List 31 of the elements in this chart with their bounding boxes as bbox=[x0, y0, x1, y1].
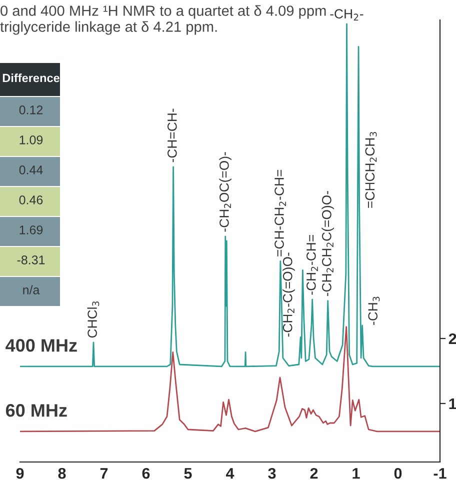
x-tick-label: 4 bbox=[226, 468, 234, 479]
x-tick-label: 2 bbox=[310, 468, 318, 479]
x-tick-label: 3 bbox=[268, 468, 276, 479]
annotation: 1.09 bbox=[20, 136, 43, 144]
x-tick-label: 5 bbox=[184, 468, 192, 479]
annotation: -CH$_{2}$OC(=O)- bbox=[219, 152, 232, 232]
annotation: -8.31 bbox=[17, 256, 45, 264]
x-tick-label: 9 bbox=[16, 468, 24, 479]
annotation: CHCl$_{3}$ bbox=[87, 301, 100, 338]
series-label: 60 MHz bbox=[6, 404, 67, 417]
x-tick-label: 0 bbox=[394, 468, 402, 479]
annotation: 0.12 bbox=[19, 106, 43, 114]
annotation: 1.69 bbox=[20, 226, 43, 234]
annotation: -CH$_{2}$- bbox=[330, 9, 364, 21]
x-tick-label: 7 bbox=[100, 468, 108, 479]
annotation: 0.44 bbox=[19, 166, 43, 174]
annotation: Difference bbox=[2, 74, 60, 82]
x-tick-label: 6 bbox=[142, 468, 150, 479]
x-tick-label: 8 bbox=[58, 468, 66, 479]
series-label: 400 MHz bbox=[6, 339, 77, 352]
annotation: 0.46 bbox=[19, 196, 43, 204]
annotation: -CH=CH- bbox=[168, 108, 177, 162]
annotation: n/a bbox=[23, 285, 40, 294]
x-tick-label: 1 bbox=[352, 468, 360, 479]
annotation: -CH$_{2}$CH$_{2}$C(=O)O- bbox=[322, 191, 334, 296]
x-tick-label: -1 bbox=[434, 468, 446, 479]
annotation: -CH$_{3}$ bbox=[368, 296, 380, 325]
annotation: =CHCH$_{2}$CH$_{3}$ bbox=[365, 132, 377, 208]
text: 0 and 400 MHz ¹H NMR to a quartet at δ 4.09 ppm bbox=[0, 5, 326, 19]
annotation: triglyceride linkage at δ 4.21 ppm. bbox=[0, 21, 217, 35]
annotation: -CH$_{2}$-CH= bbox=[306, 235, 318, 295]
